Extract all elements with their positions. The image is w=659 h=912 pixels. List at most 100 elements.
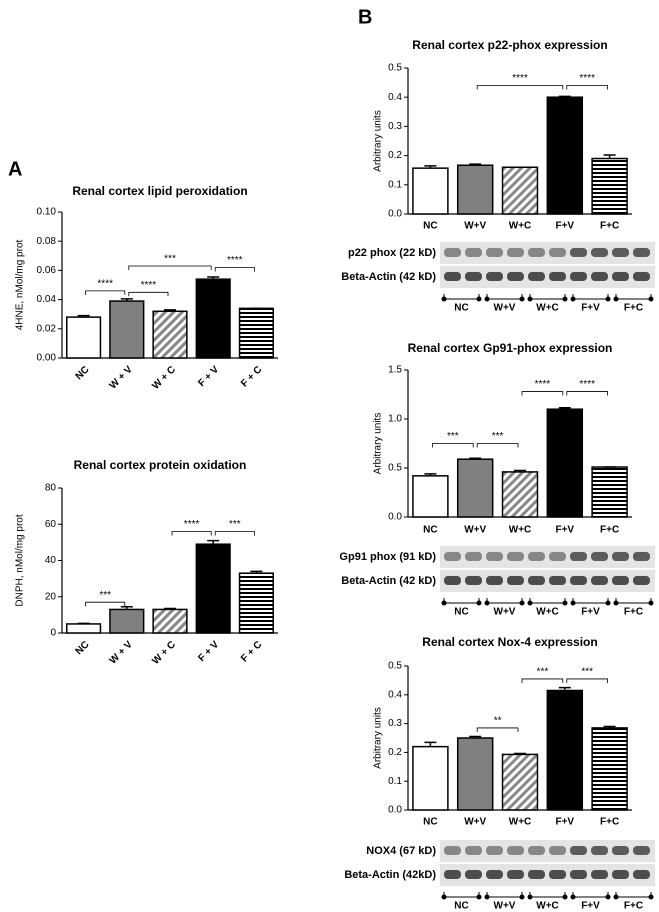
y-axis-label: Arbitrary units <box>373 707 384 769</box>
blot-band <box>444 272 461 281</box>
chart-title: Renal cortex p22-phox expression <box>412 38 607 52</box>
lane-label: F+V <box>581 901 600 912</box>
significance-label: *** <box>164 254 176 265</box>
bar <box>456 737 494 811</box>
significance-bracket <box>171 531 212 536</box>
blot-band <box>591 576 608 585</box>
y-tick-label: 0.1 <box>388 179 402 190</box>
blot-band <box>570 846 587 855</box>
x-tick-label: F + C <box>239 364 264 389</box>
blot-band <box>528 576 545 585</box>
bar <box>591 727 628 811</box>
lane-label: W+C <box>536 607 559 618</box>
bar <box>66 316 102 359</box>
significance-label: ** <box>494 716 502 727</box>
y-tick-label: 0.2 <box>388 150 402 161</box>
x-tick-label: W+V <box>464 817 486 828</box>
y-tick-label: 0.00 <box>37 353 57 364</box>
blot-image <box>440 864 655 886</box>
blot-band <box>570 248 587 257</box>
significance-bracket <box>566 85 608 90</box>
lane-label: F+C <box>624 607 643 618</box>
y-tick-label: 0.08 <box>37 236 57 247</box>
y-tick-label: 0.04 <box>37 294 57 305</box>
error-bar <box>514 469 526 472</box>
error-bar <box>469 457 482 460</box>
blot-band <box>465 576 482 585</box>
y-tick-label: 0.0 <box>388 512 402 523</box>
lane-bracket <box>572 294 609 300</box>
x-tick-label: NC <box>74 364 92 382</box>
y-tick-label: 0.3 <box>388 718 402 729</box>
blot-band <box>486 576 503 585</box>
error-bar <box>469 735 482 738</box>
y-tick-label: 1.0 <box>388 414 402 425</box>
lane-bracket <box>529 892 566 898</box>
bar <box>501 471 539 518</box>
lane-dot <box>484 296 490 302</box>
x-tick-label: W + V <box>108 364 135 391</box>
y-tick-label: 0.3 <box>388 121 402 132</box>
blot-band <box>465 552 482 561</box>
blot-band <box>612 248 629 257</box>
y-tick-label: 0 <box>50 628 56 639</box>
significance-label: **** <box>97 278 113 289</box>
lane-label: W+V <box>494 607 516 618</box>
error-bar <box>424 165 437 169</box>
blot-band <box>465 248 482 257</box>
bar <box>501 753 539 811</box>
blot-label: Beta-Actin (42kD) <box>344 869 436 881</box>
blot-band <box>486 552 503 561</box>
blot-band <box>507 272 524 281</box>
y-tick-label: 0.5 <box>388 463 402 474</box>
blot-image <box>440 546 655 568</box>
lane-bracket <box>486 598 523 604</box>
error-bar <box>558 686 571 691</box>
blot-band <box>570 576 587 585</box>
x-tick-label: W+C <box>509 817 532 828</box>
bar <box>412 745 449 811</box>
lane-label: F+V <box>581 607 600 618</box>
significance-label: **** <box>579 379 595 390</box>
blot-band <box>549 870 566 879</box>
significance-bracket <box>85 601 126 607</box>
error-bar <box>164 607 176 610</box>
x-tick-label: F+V <box>555 221 574 232</box>
y-tick-label: 0.5 <box>388 63 402 74</box>
blot-image <box>440 242 655 264</box>
y-tick-label: 20 <box>45 591 57 602</box>
blot-band <box>633 248 650 257</box>
y-tick-label: 0.2 <box>388 747 402 758</box>
lane-dot <box>527 894 533 900</box>
error-bar <box>424 473 437 476</box>
blot-band <box>612 846 629 855</box>
x-tick-label: NC <box>423 817 437 828</box>
significance-label: **** <box>512 73 528 84</box>
bar <box>456 458 494 518</box>
x-tick-label: F+C <box>600 817 619 828</box>
blot-band <box>444 870 461 879</box>
blot-label: Beta-Actin (42 kD) <box>341 271 436 283</box>
panel-label: B <box>358 6 372 28</box>
lane-dot <box>441 600 447 606</box>
x-tick-label: NC <box>423 525 437 536</box>
y-tick-label: 40 <box>45 555 57 566</box>
chart-title: Renal cortex Gp91-phox expression <box>408 341 613 355</box>
significance-bracket <box>432 443 474 448</box>
lane-label: W+V <box>494 303 516 314</box>
significance-bracket <box>214 531 255 536</box>
blot-band <box>444 846 461 855</box>
x-tick-label: F+C <box>600 525 619 536</box>
blot-band <box>549 272 566 281</box>
bar <box>546 689 584 811</box>
blot-band <box>591 248 608 257</box>
lane-bracket <box>572 598 609 604</box>
x-tick-label: F+C <box>600 221 619 232</box>
x-tick-label: W + V <box>108 639 135 666</box>
blot-band <box>465 870 482 879</box>
lane-label: W+C <box>536 303 559 314</box>
blot-band <box>486 870 503 879</box>
significance-bracket <box>476 727 519 732</box>
x-tick-label: W+V <box>464 221 486 232</box>
y-axis-label: 4HNE, nMol/mg prot <box>15 239 26 330</box>
